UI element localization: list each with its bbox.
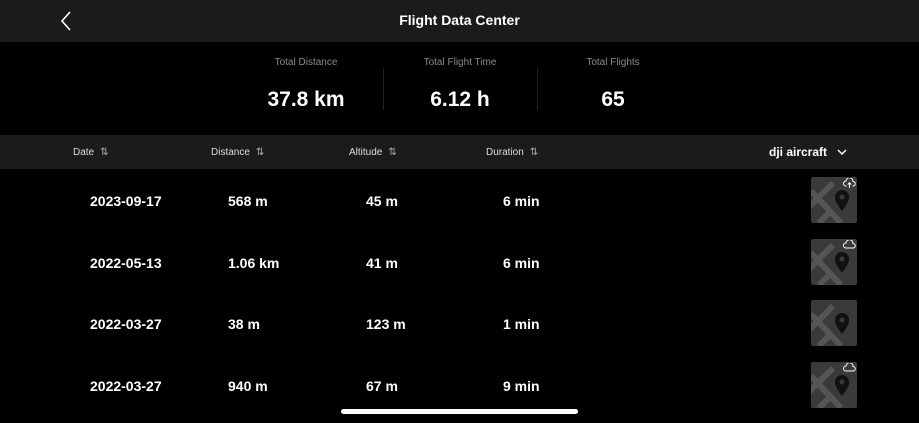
stat-label: Total Flights <box>586 57 640 68</box>
flight-altitude: 123 m <box>366 316 406 332</box>
flight-date: 2022-05-13 <box>90 255 162 271</box>
map-thumbnail[interactable] <box>811 300 857 346</box>
flight-row[interactable]: 2023-09-17 568 m 45 m 6 min <box>0 176 919 237</box>
flight-row[interactable]: 2022-05-13 1.06 km 41 m 6 min <box>0 238 919 299</box>
flight-altitude: 45 m <box>366 193 398 209</box>
flight-duration: 1 min <box>503 316 540 332</box>
map-pin-icon <box>811 180 849 223</box>
flight-distance: 1.06 km <box>228 255 280 271</box>
stat-value: 6.12 h <box>430 88 490 111</box>
flight-duration: 6 min <box>503 255 540 271</box>
flight-distance: 940 m <box>228 378 268 394</box>
flight-distance: 38 m <box>228 316 260 332</box>
aircraft-filter-value: dji aircraft <box>769 145 828 159</box>
stat-value: 37.8 km <box>267 88 345 111</box>
cloud-icon <box>843 240 856 249</box>
map-pin-icon <box>811 303 849 346</box>
column-label: Altitude <box>349 147 383 158</box>
home-indicator[interactable] <box>341 409 578 414</box>
flight-duration: 6 min <box>503 193 540 209</box>
column-label: Date <box>73 147 95 158</box>
chevron-left-icon[interactable] <box>58 9 78 33</box>
divider <box>383 68 384 110</box>
top-bar: Flight Data Center <box>0 0 919 42</box>
page-title: Flight Data Center <box>399 12 520 28</box>
aircraft-filter-dropdown[interactable]: dji aircraft <box>769 145 848 159</box>
flight-distance: 568 m <box>228 193 268 209</box>
sort-arrows-icon: ⇅ <box>388 147 397 158</box>
map-pin-icon <box>811 365 849 408</box>
column-header: Date ⇅ Distance ⇅ Altitude ⇅ Duration ⇅ dji … <box>0 135 919 169</box>
divider <box>537 68 538 110</box>
sort-altitude[interactable]: Altitude ⇅ <box>349 147 397 158</box>
flight-date: 2022-03-27 <box>90 378 162 394</box>
stat-value: 65 <box>601 88 625 111</box>
sort-date[interactable]: Date ⇅ <box>73 147 109 158</box>
map-thumbnail[interactable] <box>811 362 857 408</box>
stat-label: Total Flight Time <box>423 57 497 68</box>
flight-altitude: 41 m <box>366 255 398 271</box>
flight-row[interactable]: 2022-03-27 940 m 67 m 9 min <box>0 361 919 422</box>
sort-arrows-icon: ⇅ <box>255 147 265 158</box>
flight-duration: 9 min <box>503 378 540 394</box>
flight-date: 2023-09-17 <box>90 193 162 209</box>
column-label: Distance <box>211 147 250 158</box>
stat-label: Total Distance <box>274 57 338 68</box>
flight-row[interactable]: 2022-03-27 38 m 123 m 1 min <box>0 299 919 360</box>
sort-arrows-icon: ⇅ <box>529 147 539 158</box>
flight-date: 2022-03-27 <box>90 316 162 332</box>
chevron-down-icon <box>837 149 847 156</box>
stat-total-flights: Total Flights 65 <box>538 57 688 112</box>
column-label: Duration <box>486 147 524 158</box>
sort-distance[interactable]: Distance ⇅ <box>211 147 264 158</box>
flight-altitude: 67 m <box>366 378 398 394</box>
sort-arrows-icon: ⇅ <box>100 147 109 158</box>
map-thumbnail[interactable] <box>811 177 857 223</box>
cloud-upload-icon <box>843 178 856 188</box>
stat-total-flight-time: Total Flight Time 6.12 h <box>385 57 535 112</box>
map-thumbnail[interactable] <box>811 239 857 285</box>
map-pin-icon <box>811 242 849 285</box>
sort-duration[interactable]: Duration ⇅ <box>486 147 538 158</box>
stat-total-distance: Total Distance 37.8 km <box>231 57 381 112</box>
cloud-icon <box>843 363 856 372</box>
